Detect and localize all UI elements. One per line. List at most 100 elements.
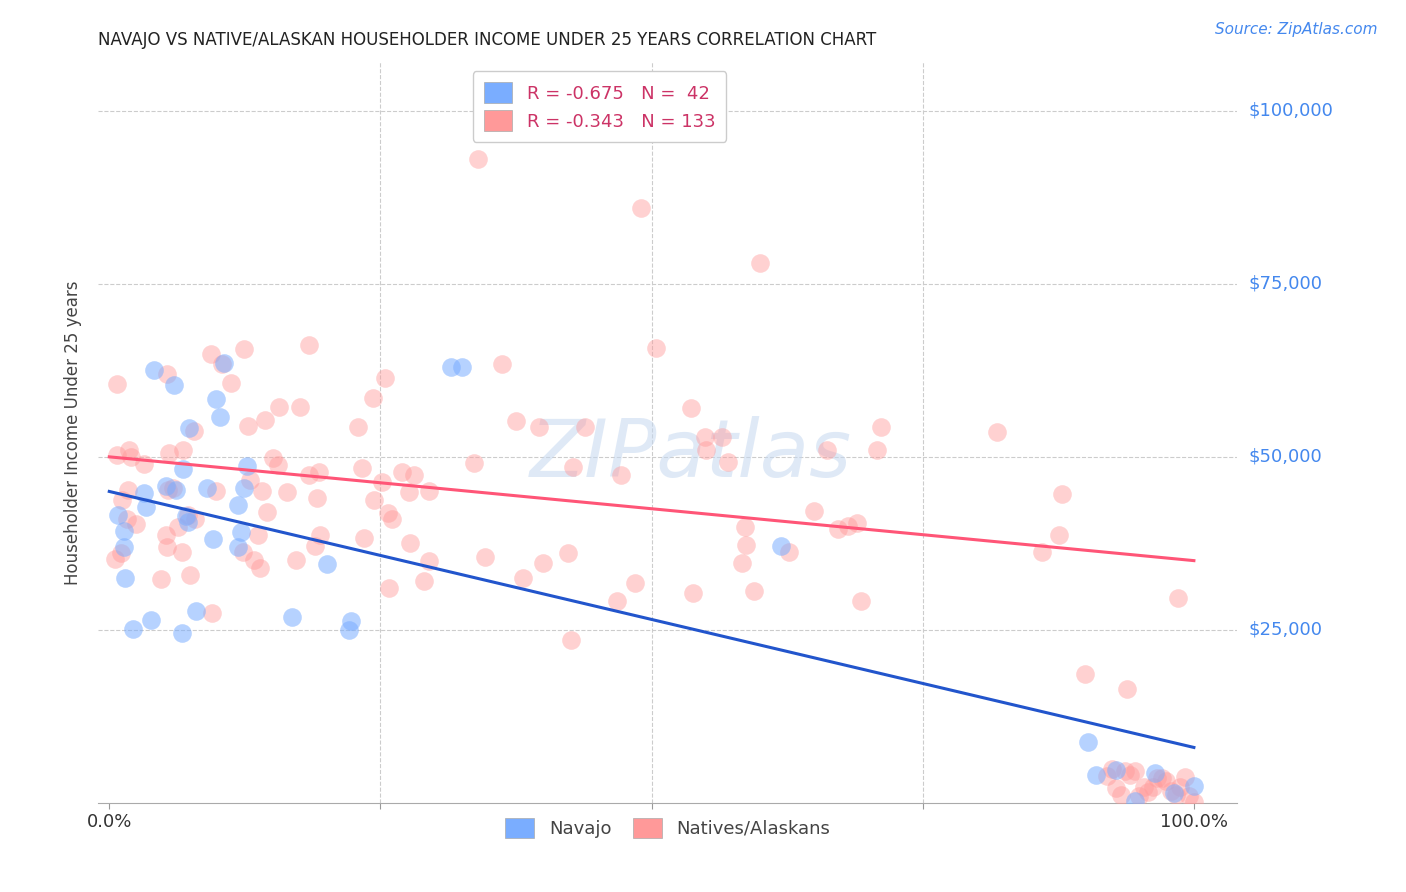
Point bbox=[1174, 770, 1197, 784]
Point bbox=[1077, 735, 1099, 749]
Point bbox=[378, 582, 401, 596]
Point bbox=[156, 541, 179, 555]
Point bbox=[1114, 764, 1136, 778]
Point bbox=[827, 522, 849, 536]
Point bbox=[402, 467, 425, 482]
Point bbox=[229, 524, 252, 539]
Point bbox=[309, 528, 332, 542]
Point bbox=[256, 505, 278, 519]
Point bbox=[1085, 768, 1108, 782]
Point bbox=[172, 545, 194, 559]
Point bbox=[236, 458, 259, 473]
Legend: Navajo, Natives/Alaskans: Navajo, Natives/Alaskans bbox=[498, 810, 838, 846]
Point bbox=[298, 467, 321, 482]
Point bbox=[107, 508, 129, 522]
Point bbox=[398, 484, 420, 499]
Point bbox=[155, 527, 177, 541]
Point bbox=[139, 613, 162, 627]
Point bbox=[157, 446, 180, 460]
Point bbox=[281, 610, 304, 624]
Point bbox=[391, 466, 413, 480]
Point bbox=[682, 585, 704, 599]
Point bbox=[121, 622, 143, 636]
Point bbox=[734, 520, 756, 534]
Point bbox=[679, 401, 702, 415]
Point bbox=[212, 356, 235, 370]
Point bbox=[1160, 784, 1182, 798]
Point bbox=[1163, 786, 1185, 800]
Point bbox=[120, 450, 142, 464]
Point bbox=[381, 512, 404, 526]
Point bbox=[111, 492, 134, 507]
Point bbox=[1137, 784, 1160, 798]
Point bbox=[305, 491, 328, 506]
Point bbox=[645, 341, 668, 355]
Point bbox=[174, 509, 197, 524]
Point bbox=[316, 557, 339, 571]
Point bbox=[399, 536, 422, 550]
Point bbox=[242, 553, 264, 567]
Point bbox=[176, 516, 198, 530]
Point bbox=[467, 153, 489, 167]
Text: $50,000: $50,000 bbox=[1249, 448, 1322, 466]
Point bbox=[440, 359, 463, 374]
Point bbox=[155, 479, 177, 493]
Point bbox=[156, 368, 179, 382]
Point bbox=[557, 546, 579, 560]
Point bbox=[418, 553, 440, 567]
Point bbox=[560, 633, 582, 648]
Point bbox=[110, 546, 132, 560]
Point bbox=[239, 473, 262, 487]
Point bbox=[172, 462, 194, 476]
Point bbox=[184, 511, 207, 525]
Point bbox=[463, 456, 485, 470]
Point bbox=[1168, 780, 1191, 794]
Point bbox=[505, 414, 527, 428]
Point bbox=[205, 392, 228, 406]
Point bbox=[162, 481, 184, 495]
Point bbox=[371, 475, 394, 489]
Point bbox=[226, 499, 249, 513]
Point bbox=[1101, 762, 1123, 776]
Point bbox=[117, 483, 139, 497]
Point bbox=[179, 568, 201, 582]
Point bbox=[195, 481, 218, 495]
Point bbox=[742, 583, 765, 598]
Point bbox=[1156, 773, 1178, 788]
Point bbox=[200, 347, 222, 361]
Point bbox=[1074, 666, 1097, 681]
Point bbox=[262, 451, 284, 466]
Point bbox=[340, 614, 363, 628]
Point bbox=[374, 370, 396, 384]
Point bbox=[105, 448, 128, 462]
Point bbox=[337, 623, 360, 637]
Point bbox=[132, 485, 155, 500]
Point bbox=[1052, 486, 1074, 500]
Point bbox=[247, 528, 270, 542]
Point bbox=[527, 420, 550, 434]
Point bbox=[135, 500, 157, 514]
Point bbox=[986, 425, 1008, 439]
Point bbox=[105, 376, 128, 391]
Point bbox=[254, 413, 277, 427]
Point bbox=[1105, 781, 1128, 796]
Point bbox=[851, 593, 873, 607]
Text: $75,000: $75,000 bbox=[1249, 275, 1323, 293]
Point bbox=[132, 457, 155, 471]
Point bbox=[1182, 780, 1205, 794]
Point bbox=[177, 420, 200, 434]
Point bbox=[1105, 764, 1128, 778]
Point bbox=[803, 504, 825, 518]
Point bbox=[1178, 789, 1201, 804]
Point bbox=[491, 357, 513, 371]
Point bbox=[778, 544, 800, 558]
Point bbox=[562, 459, 585, 474]
Point bbox=[163, 377, 186, 392]
Point bbox=[346, 420, 368, 434]
Point bbox=[177, 508, 200, 522]
Point bbox=[209, 409, 232, 424]
Point bbox=[124, 517, 146, 532]
Text: $100,000: $100,000 bbox=[1249, 102, 1333, 120]
Point bbox=[450, 359, 472, 374]
Point bbox=[837, 519, 859, 533]
